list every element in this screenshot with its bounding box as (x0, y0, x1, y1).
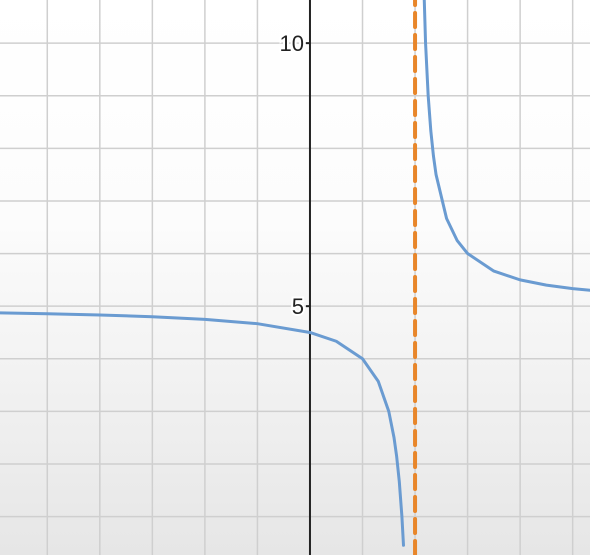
y-tick-label: 10 (279, 31, 303, 56)
y-tick-label: 5 (292, 294, 304, 319)
